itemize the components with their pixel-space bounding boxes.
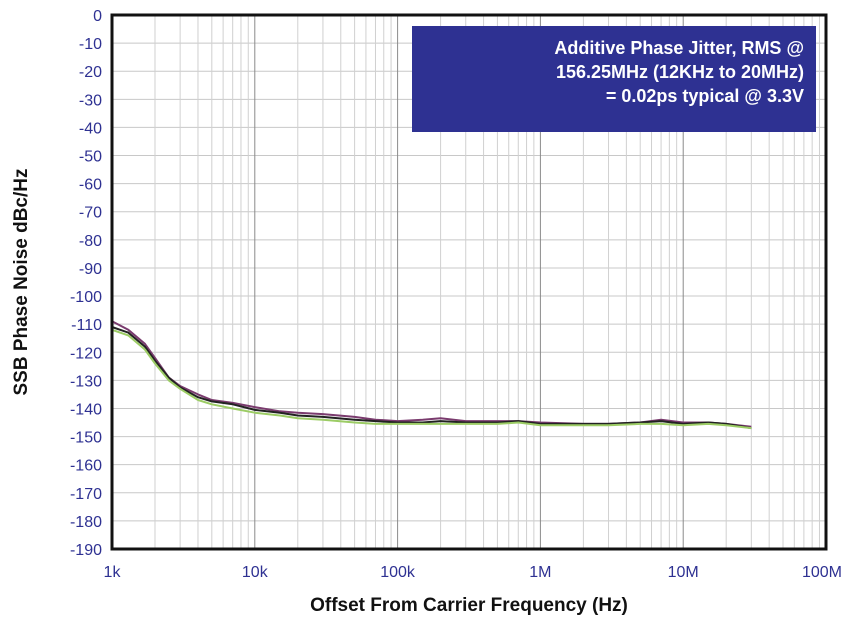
y-tick-label: -30 — [79, 92, 102, 109]
series-line-1 — [111, 320, 752, 428]
y-tick-label: -120 — [70, 345, 102, 362]
y-tick-labels: 0 -10 -20 -30 -40 -50 -60 -70 -80 -90 -100 -110 -120… — [70, 8, 102, 559]
y-tick-label: -80 — [79, 233, 102, 250]
jitter-annotation: Additive Phase Jitter, RMS @ 156.25MHz (… — [412, 26, 816, 132]
y-tick-label: -110 — [71, 317, 102, 334]
y-axis-title: SSB Phase Noise dBc/Hz — [11, 168, 32, 395]
series-lines — [111, 320, 752, 430]
y-tick-label: -190 — [70, 542, 102, 559]
y-tick-label: -160 — [70, 458, 102, 475]
y-tick-label: -70 — [79, 205, 102, 222]
x-axis-title: Offset From Carrier Frequency (Hz) — [310, 595, 628, 616]
y-tick-label: 0 — [93, 8, 102, 25]
series-line-2 — [111, 326, 752, 430]
y-tick-label: -40 — [79, 120, 102, 137]
annotation-line-1: Additive Phase Jitter, RMS @ — [554, 38, 804, 58]
x-tick-label: 1M — [529, 564, 551, 581]
x-tick-labels: 1k 10k 100k 1M 10M 100M — [104, 564, 842, 581]
y-tick-label: -60 — [79, 177, 102, 194]
y-tick-label: -130 — [70, 373, 102, 390]
series-line-3 — [111, 328, 752, 430]
y-tick-label: -10 — [79, 36, 102, 53]
y-tick-label: -140 — [70, 401, 102, 418]
y-tick-label: -20 — [79, 64, 102, 81]
y-tick-label: -100 — [70, 289, 102, 306]
x-tick-label: 10M — [668, 564, 699, 581]
y-tick-label: -90 — [79, 261, 102, 278]
annotation-line-2: 156.25MHz (12KHz to 20MHz) — [555, 62, 804, 82]
y-tick-label: -150 — [70, 430, 102, 447]
y-tick-label: -170 — [70, 486, 102, 503]
x-tick-label: 10k — [242, 564, 269, 581]
annotation-line-3: = 0.02ps typical @ 3.3V — [605, 86, 804, 106]
x-tick-label: 100k — [380, 564, 416, 581]
plot-frame — [110, 13, 828, 551]
y-tick-label: -180 — [70, 514, 102, 531]
x-tick-label: 100M — [802, 564, 842, 581]
x-tick-label: 1k — [104, 564, 122, 581]
y-tick-label: -50 — [79, 149, 102, 166]
